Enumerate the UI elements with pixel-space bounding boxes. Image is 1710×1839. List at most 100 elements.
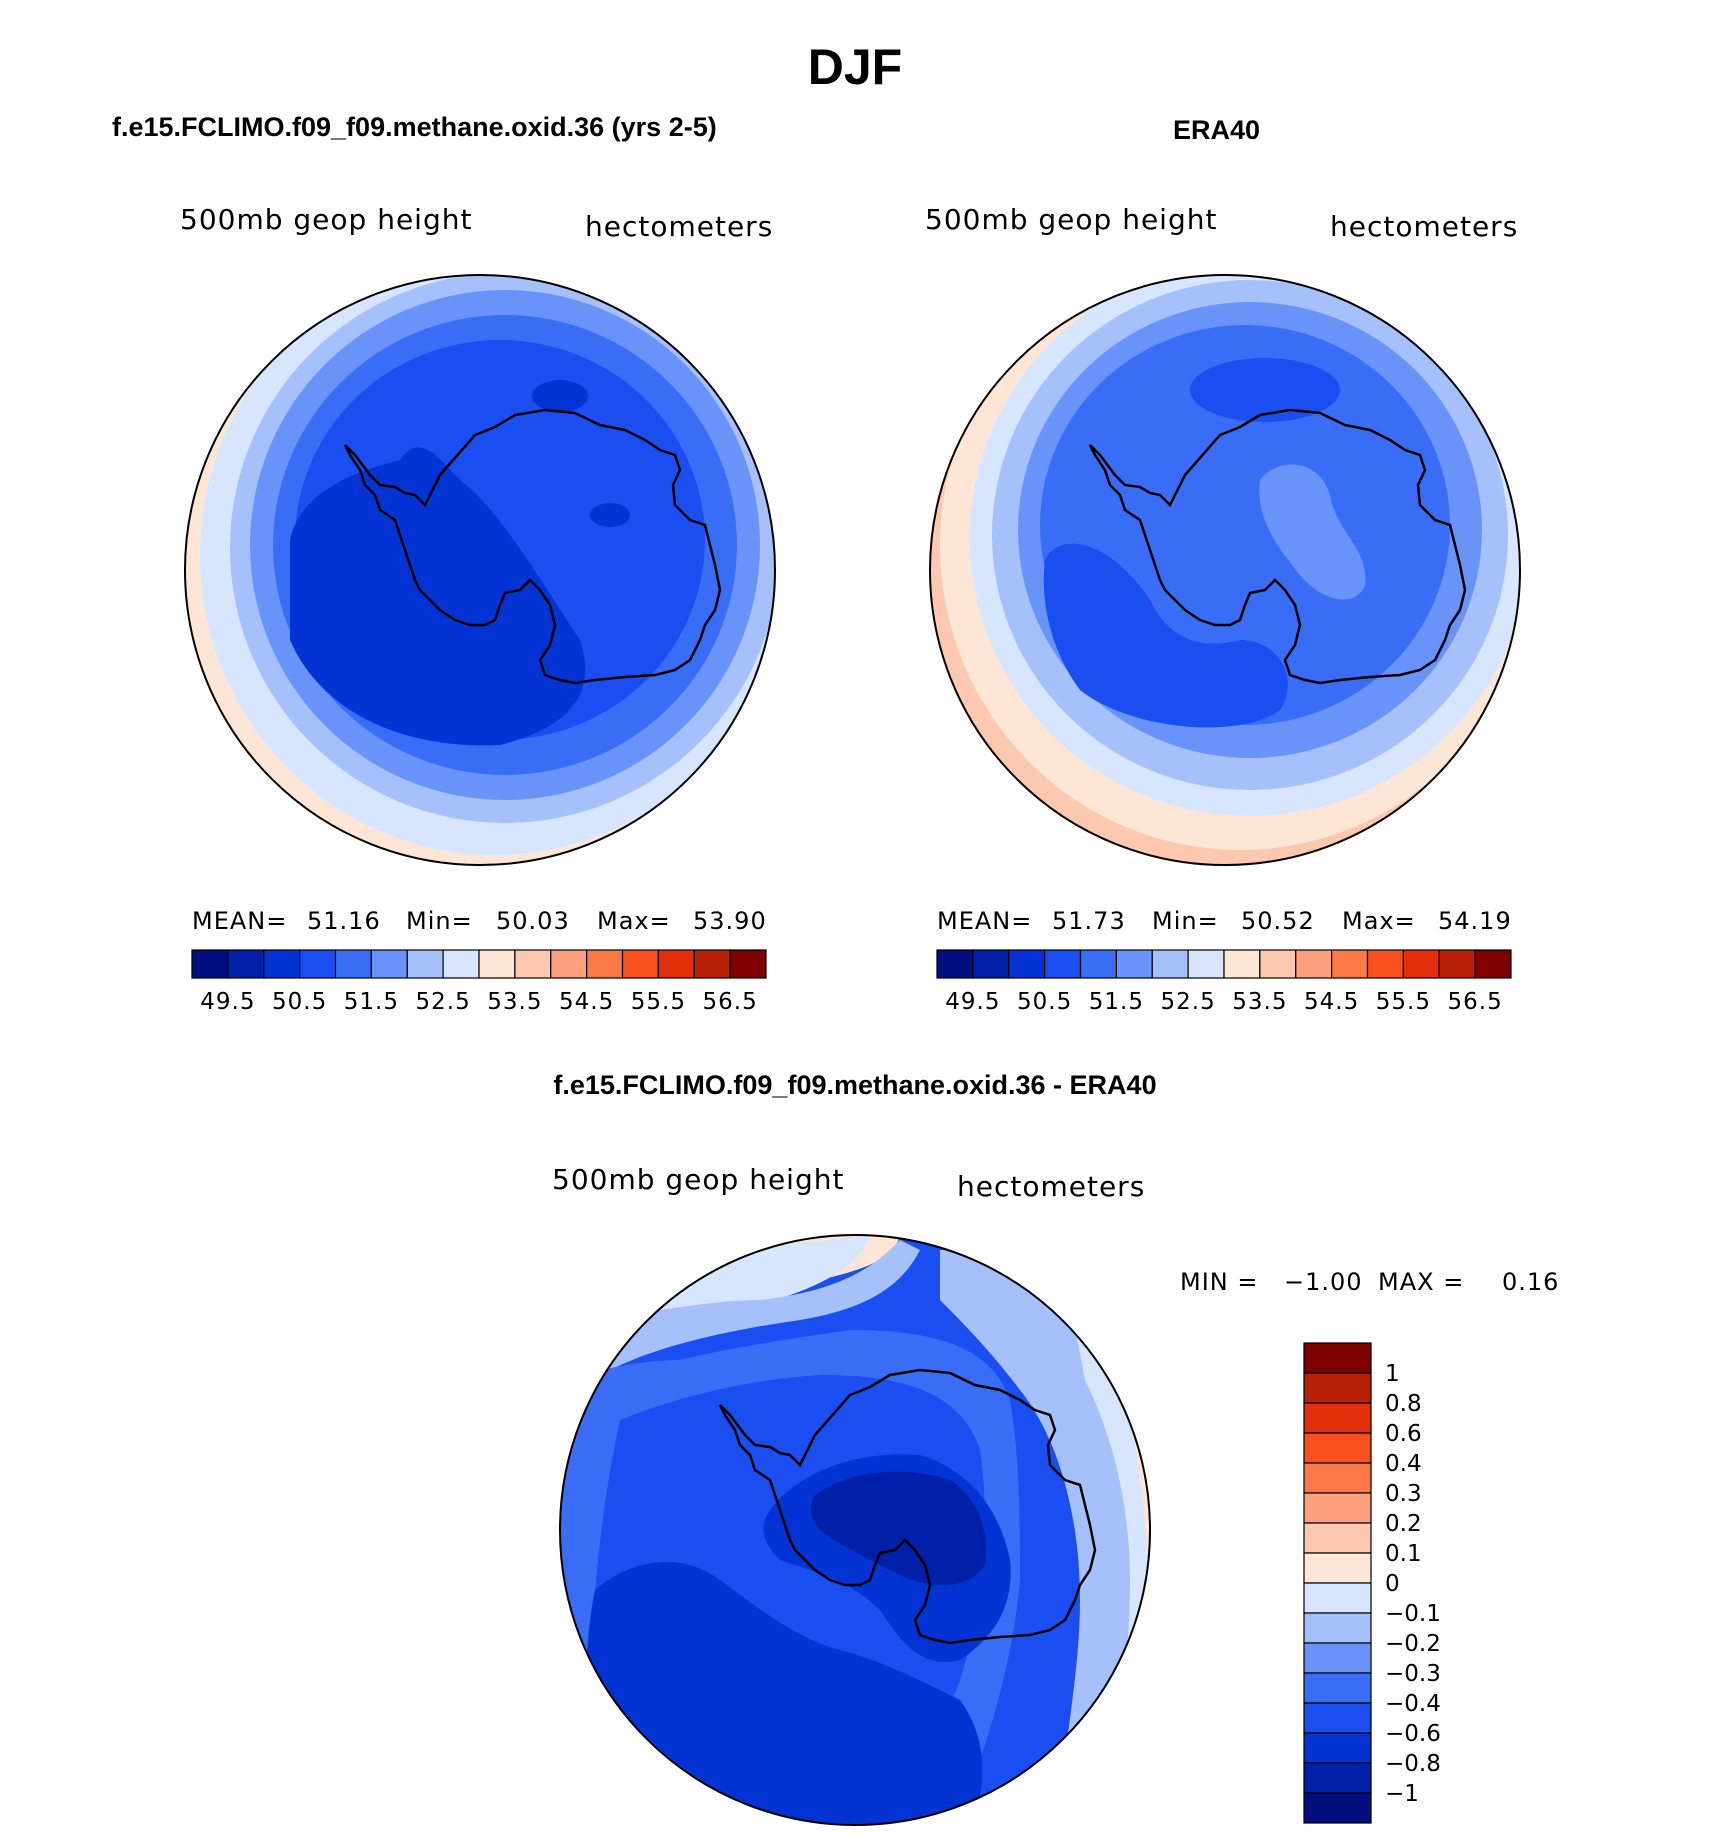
colorbar-2-swatch — [1223, 949, 1261, 979]
colorbar-3-tick-label: 0.6 — [1385, 1421, 1422, 1447]
colorbar-2-swatch — [1151, 949, 1189, 979]
colorbar-3-swatch — [1303, 1702, 1372, 1734]
colorbar-3-tick-label: −0.8 — [1385, 1751, 1441, 1777]
colorbar-panel-3: 1 0.8 0.6 0.4 0.3 0.2 0.1 0 −0.1 −0.2 −0.3 −0.4 −0.6… — [1303, 1342, 1441, 1824]
colorbar-1-swatch — [334, 949, 372, 979]
panel-1-units-label: hectometers — [585, 210, 774, 243]
colorbar-3-tick-label: 0 — [1385, 1571, 1400, 1597]
colorbar-3-swatch — [1303, 1582, 1372, 1614]
colorbar-2-swatch — [1259, 949, 1297, 979]
colorbar-1-tick-label: 56.5 — [703, 989, 758, 1015]
colorbar-2-swatch — [1474, 949, 1512, 979]
colorbar-2-swatch — [936, 949, 974, 979]
colorbar-2-tick-label: 56.5 — [1448, 989, 1503, 1015]
panel-2-min-label: Min= — [1152, 907, 1219, 935]
map-panel-1 — [185, 275, 775, 865]
colorbar-panel-1: 49.5 50.5 51.5 52.5 53.5 54.5 55.5 56.5 — [191, 949, 767, 1015]
colorbar-3-swatch — [1303, 1672, 1372, 1704]
colorbar-3-tick-label: 0.8 — [1385, 1391, 1422, 1417]
map-panel-2-border — [929, 274, 1521, 866]
panel-3-max-label: MAX = — [1378, 1268, 1465, 1296]
colorbar-panel-2: 49.5 50.5 51.5 52.5 53.5 54.5 55.5 56.5 — [936, 949, 1512, 1015]
colorbar-3-tick-label: −0.4 — [1385, 1691, 1441, 1717]
panel-3-title: f.e15.FCLIMO.f09_f09.methane.oxid.36 - E… — [553, 1070, 1157, 1100]
panel-3-max-value: 0.16 — [1502, 1268, 1560, 1296]
colorbar-2-tick-label: 50.5 — [1017, 989, 1072, 1015]
colorbar-2-tick-label: 49.5 — [945, 989, 1000, 1015]
map-panel-1-border — [184, 274, 776, 866]
colorbar-1-tick-label: 53.5 — [487, 989, 542, 1015]
colorbar-3-swatch — [1303, 1402, 1372, 1434]
colorbar-3-tick-label: −0.3 — [1385, 1661, 1441, 1687]
colorbar-1-tick-label: 55.5 — [631, 989, 686, 1015]
colorbar-1-tick-label: 49.5 — [200, 989, 255, 1015]
colorbar-3-tick-label: 1 — [1385, 1361, 1400, 1387]
panel-1-min-value: 50.03 — [496, 907, 570, 935]
panel-1-mean-label: MEAN= — [192, 907, 288, 935]
panel-3-variable-label: 500mb geop height — [552, 1163, 845, 1196]
colorbar-3-tick-label: −0.1 — [1385, 1601, 1441, 1627]
main-title: DJF — [807, 39, 903, 95]
panel-1-max-value: 53.90 — [693, 907, 767, 935]
colorbar-2-swatch — [1402, 949, 1440, 979]
colorbar-2-swatch — [1331, 949, 1369, 979]
panel-3-min-label: MIN = — [1180, 1268, 1259, 1296]
panel-3-min-value: −1.00 — [1284, 1268, 1363, 1296]
colorbar-1-swatch — [657, 949, 695, 979]
colorbar-1-tick-label: 52.5 — [416, 989, 471, 1015]
colorbar-2-swatch — [1366, 949, 1404, 979]
panel-1-min-label: Min= — [406, 907, 473, 935]
colorbar-1-swatch — [478, 949, 516, 979]
panel-2-variable-label: 500mb geop height — [925, 203, 1218, 236]
colorbar-2-swatch — [1187, 949, 1225, 979]
panel-1-mean-value: 51.16 — [307, 907, 381, 935]
colorbar-2-swatch — [1115, 949, 1153, 979]
colorbar-3-swatch — [1303, 1432, 1372, 1464]
colorbar-2-tick-label: 52.5 — [1161, 989, 1216, 1015]
colorbar-2-swatch — [972, 949, 1010, 979]
map-panel-3 — [560, 1235, 1150, 1825]
colorbar-3-swatch — [1303, 1522, 1372, 1554]
colorbar-3-tick-label: 0.4 — [1385, 1451, 1422, 1477]
colorbar-3-swatch — [1303, 1372, 1372, 1404]
colorbar-2-tick-label: 53.5 — [1232, 989, 1287, 1015]
colorbar-3-tick-label: 0.1 — [1385, 1541, 1422, 1567]
colorbar-1-swatch — [442, 949, 480, 979]
panel-1-variable-label: 500mb geop height — [180, 203, 473, 236]
colorbar-2-swatch — [1079, 949, 1117, 979]
colorbar-1-tick-label: 50.5 — [272, 989, 327, 1015]
panel-1-title: f.e15.FCLIMO.f09_f09.methane.oxid.36 (yr… — [112, 112, 717, 142]
colorbar-1-swatch — [550, 949, 588, 979]
panel-1-max-label: Max= — [597, 907, 671, 935]
colorbar-3-swatch — [1303, 1552, 1372, 1584]
colorbar-1-swatch — [586, 949, 624, 979]
colorbar-3-swatch — [1303, 1732, 1372, 1764]
colorbar-3-swatch — [1303, 1342, 1372, 1374]
colorbar-1-swatch — [406, 949, 444, 979]
colorbar-1-swatch — [729, 949, 767, 979]
colorbar-3-tick-label: −0.2 — [1385, 1631, 1441, 1657]
colorbar-2-swatch — [1295, 949, 1333, 979]
colorbar-1-swatch — [693, 949, 731, 979]
map-panel-3-border — [559, 1234, 1151, 1826]
colorbar-1-swatch — [191, 949, 229, 979]
colorbar-1-tick-label: 54.5 — [559, 989, 614, 1015]
colorbar-1-swatch — [227, 949, 265, 979]
colorbar-1-swatch — [263, 949, 301, 979]
colorbar-2-tick-label: 54.5 — [1304, 989, 1359, 1015]
colorbar-1-tick-label: 51.5 — [344, 989, 399, 1015]
panel-2-min-value: 50.52 — [1241, 907, 1315, 935]
panel-2-max-value: 54.19 — [1438, 907, 1512, 935]
colorbar-1-swatch — [514, 949, 552, 979]
colorbar-3-swatch — [1303, 1642, 1372, 1674]
colorbar-3-swatch — [1303, 1762, 1372, 1794]
panel-2-mean-label: MEAN= — [937, 907, 1033, 935]
colorbar-2-swatch — [1044, 949, 1082, 979]
panel-2-max-label: Max= — [1342, 907, 1416, 935]
colorbar-3-tick-label: −0.6 — [1385, 1721, 1441, 1747]
colorbar-1-swatch — [299, 949, 337, 979]
colorbar-3-swatch — [1303, 1612, 1372, 1644]
panel-3-units-label: hectometers — [957, 1170, 1146, 1203]
panel-2-units-label: hectometers — [1330, 210, 1519, 243]
